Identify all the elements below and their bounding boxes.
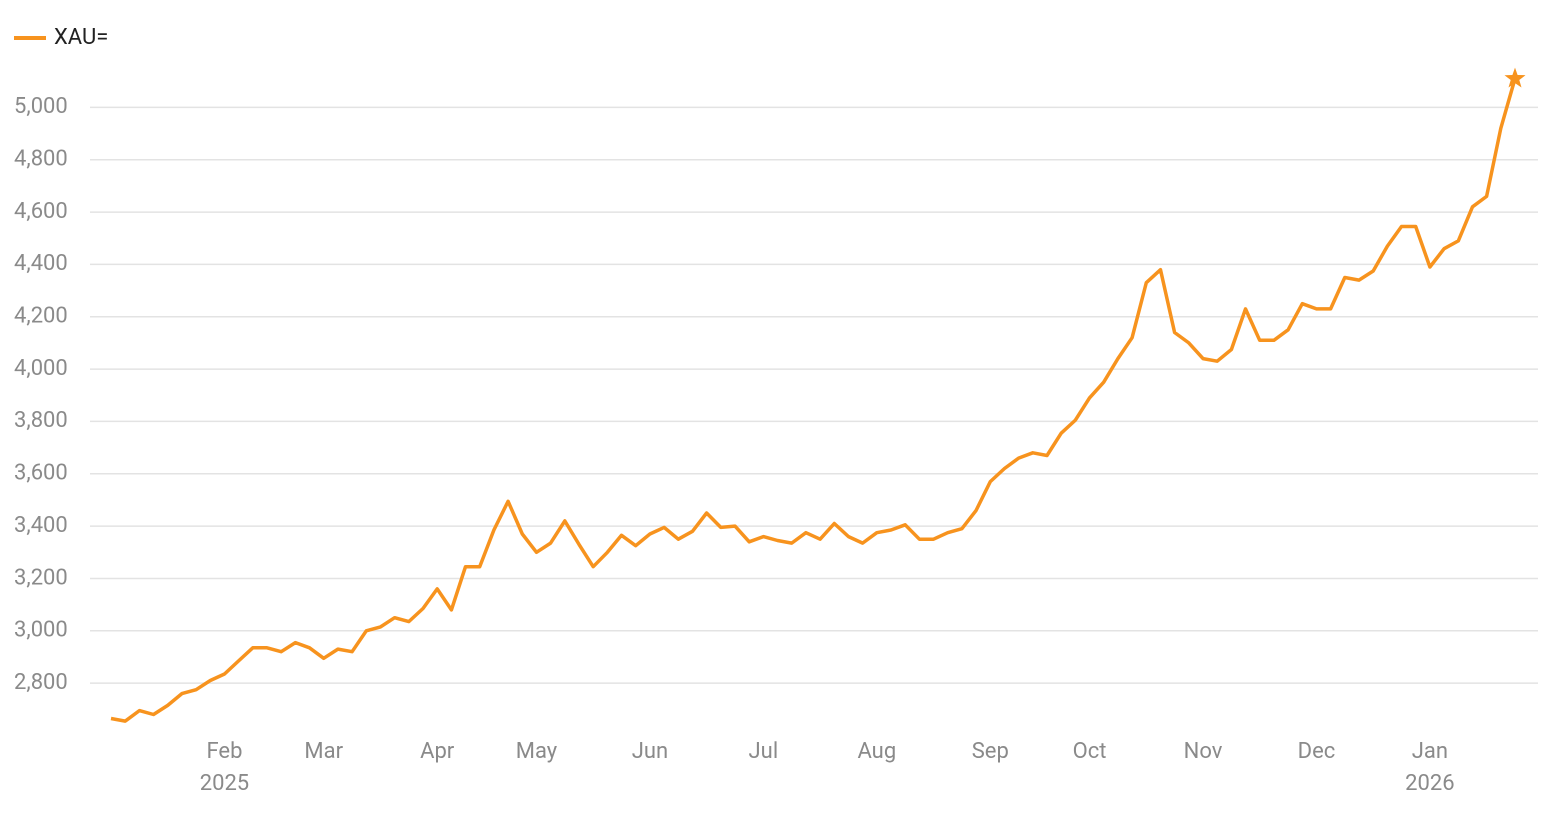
x-tick-label: Aug: [857, 739, 896, 764]
x-tick-label: Sep: [972, 739, 1009, 764]
x-tick-label: Dec: [1298, 739, 1336, 764]
y-tick-label: 3,800: [14, 408, 68, 433]
x-year-label: 2025: [200, 771, 249, 796]
x-tick-label: Oct: [1073, 739, 1107, 764]
price-line: [110, 78, 1517, 723]
x-tick-label: Feb: [206, 739, 242, 764]
y-tick-label: 4,600: [14, 199, 68, 224]
y-tick-label: 2,800: [14, 670, 68, 695]
y-tick-label: 5,000: [14, 94, 68, 119]
end-star: [1504, 67, 1526, 88]
x-tick-label: Mar: [304, 739, 343, 764]
legend-label: XAU=: [54, 25, 108, 50]
y-tick-label: 3,400: [14, 513, 68, 538]
x-year-label: 2026: [1405, 771, 1454, 796]
y-tick-label: 4,000: [14, 356, 68, 381]
y-tick-label: 4,200: [14, 304, 68, 329]
x-tick-label: Nov: [1184, 739, 1223, 764]
y-tick-label: 3,200: [14, 565, 68, 590]
y-tick-label: 3,000: [14, 618, 68, 643]
x-tick-label: Apr: [420, 739, 455, 764]
x-tick-label: Jun: [632, 739, 668, 764]
y-tick-label: 4,800: [14, 147, 68, 172]
x-tick-label: Jan: [1412, 739, 1448, 764]
x-tick-label: Jul: [749, 739, 779, 764]
x-tick-label: May: [516, 739, 558, 764]
y-tick-label: 3,600: [14, 461, 68, 486]
y-tick-label: 4,400: [14, 251, 68, 276]
